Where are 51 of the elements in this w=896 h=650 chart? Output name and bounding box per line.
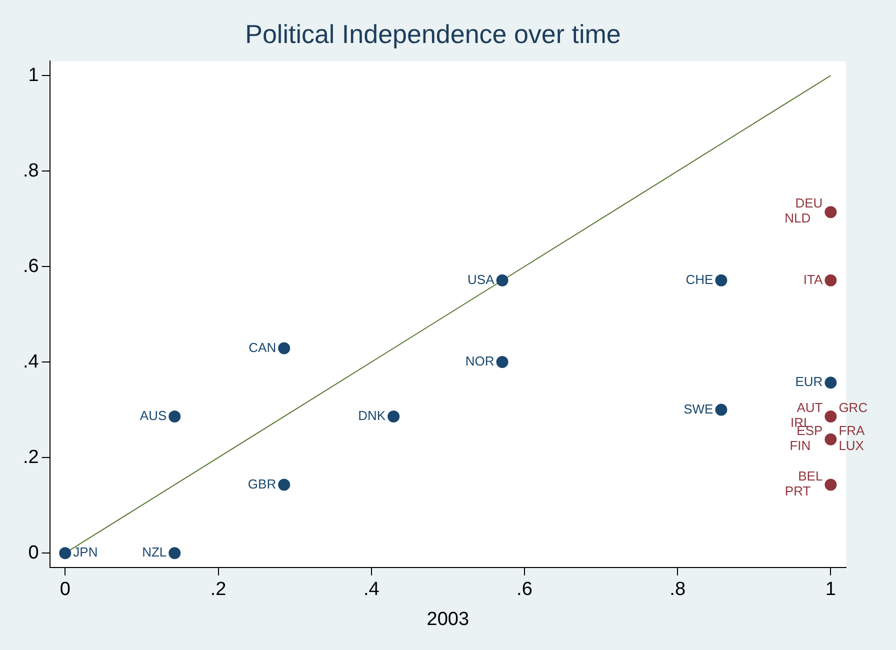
annotation: AUT [796, 400, 823, 416]
annotation: USA [468, 272, 495, 287]
y-tick-label: .2 [22, 446, 39, 468]
annotation: DNK [358, 408, 386, 424]
point [715, 404, 728, 416]
annotation: BEL [798, 468, 823, 484]
annotation: JPN [73, 544, 98, 560]
x-tick-label: .2 [210, 579, 226, 600]
annotation: ITA [803, 272, 824, 287]
point [168, 547, 181, 560]
point [824, 274, 837, 286]
annotation: CAN [248, 340, 276, 355]
y-tick-label: 1 [28, 64, 39, 86]
annotation: FIN [790, 438, 811, 453]
x-tick-label: .8 [670, 579, 686, 600]
y-tick-label: .6 [22, 256, 39, 277]
y-tick-label: .8 [22, 160, 39, 182]
chart-title: Political Independence over time [245, 18, 621, 49]
point [824, 433, 837, 446]
point [824, 478, 837, 491]
point [278, 478, 290, 491]
annotation: NOR [465, 354, 494, 369]
x-tick-label: 0 [60, 579, 70, 600]
point [388, 410, 400, 422]
annotation: LUX [838, 438, 864, 453]
annotation: AUS [140, 408, 167, 424]
point [715, 274, 728, 286]
annotation: GBR [248, 476, 276, 492]
y-tick-label: .4 [22, 351, 40, 372]
annotation: NLD [784, 210, 811, 226]
point [496, 274, 508, 286]
annotation: CHE [686, 272, 714, 287]
annotation: PRT [784, 483, 811, 498]
annotation: NZL [142, 544, 167, 560]
annotation: GRC [838, 400, 868, 416]
annotation: DEU [795, 196, 823, 211]
annotation: FRA [838, 422, 866, 438]
y-tick-label: 0 [28, 542, 39, 564]
point [278, 342, 290, 354]
x-tick-label: .6 [516, 579, 532, 600]
annotation: SWE [684, 401, 714, 416]
point [59, 547, 72, 560]
point [824, 206, 837, 218]
point [824, 410, 837, 422]
point [824, 376, 837, 389]
x-tick-label: 1 [825, 579, 836, 600]
annotation: EUR [795, 374, 823, 390]
x-tick-label: .4 [363, 579, 380, 600]
point [168, 410, 181, 422]
x-axis-title: 2003 [426, 608, 470, 630]
point [496, 356, 508, 368]
